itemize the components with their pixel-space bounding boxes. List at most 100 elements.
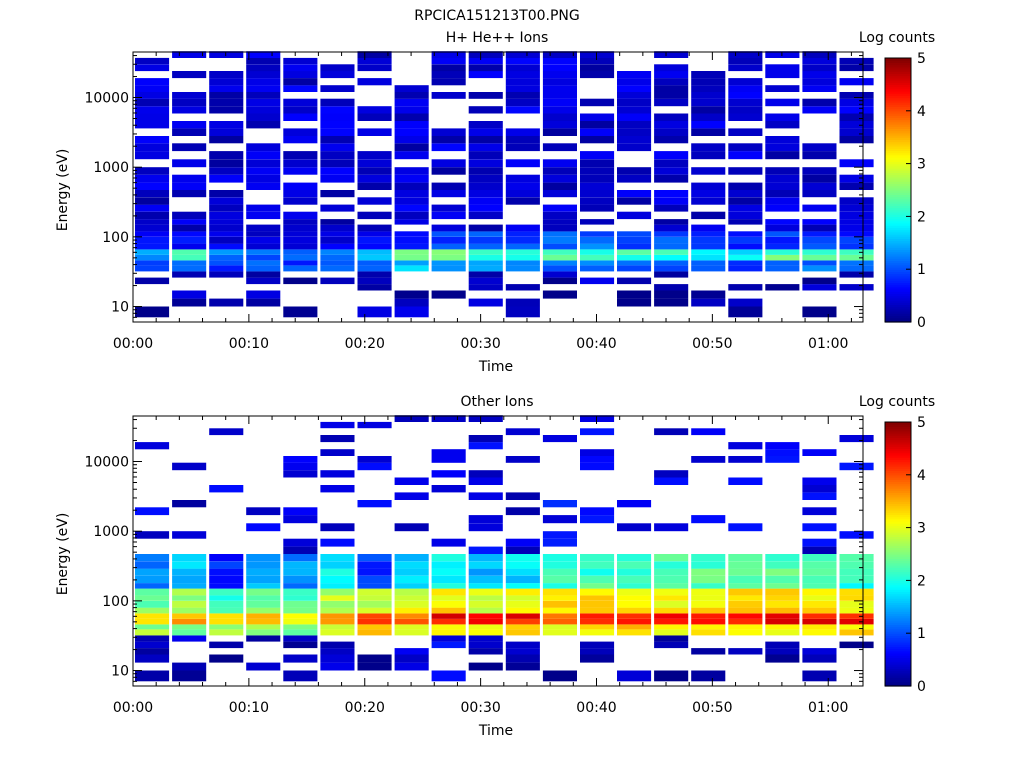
colorbar-step <box>885 82 911 85</box>
heatmap-cell <box>654 204 689 212</box>
heatmap-cell <box>246 71 281 79</box>
heatmap-cell <box>431 204 466 212</box>
x-tick-label: 00:30 <box>460 336 500 352</box>
heatmap-cell <box>802 492 837 500</box>
colorbar-frame <box>884 57 912 323</box>
colorbar-step <box>885 514 911 518</box>
colorbar-tick-label: 3 <box>917 157 926 173</box>
heatmap-cell <box>542 613 577 619</box>
panel-other-ions: Other Ions Log counts Energy (eV) Time 0… <box>55 394 935 739</box>
colorbar-step <box>885 626 911 630</box>
heatmap-cell <box>654 197 689 205</box>
colorbar-step <box>885 468 911 471</box>
heatmap-cell <box>357 575 392 584</box>
colorbar-step <box>885 474 911 478</box>
heatmap-cell <box>468 277 503 285</box>
colorbar-step <box>885 613 911 617</box>
colorbar-step <box>885 251 911 255</box>
heatmap-cell <box>357 249 392 255</box>
heatmap-cell <box>209 151 244 160</box>
heatmap-cell <box>654 619 689 625</box>
heatmap-cell <box>580 174 615 183</box>
colorbar-step <box>885 648 911 652</box>
heatmap-cell <box>802 607 837 614</box>
heatmap-cell <box>357 595 392 601</box>
colorbar-tick-label: 0 <box>917 315 926 331</box>
heatmap-cell <box>580 265 615 272</box>
heatmap-cell <box>839 243 874 250</box>
colorbar-tick-label: 1 <box>917 262 926 278</box>
heatmap-cell <box>728 554 763 562</box>
heatmap-cell <box>542 128 577 136</box>
heatmap-cell <box>617 500 652 508</box>
heatmap-cell <box>172 500 207 508</box>
heatmap-cell <box>580 113 615 121</box>
heatmap-cell <box>654 231 689 237</box>
colorbar-step <box>885 587 911 590</box>
heatmap-cell <box>209 243 244 250</box>
colorbar-step <box>885 422 911 425</box>
colorbar-step <box>885 609 911 612</box>
colorbar-step <box>885 485 911 489</box>
colorbar-step <box>885 578 911 581</box>
heatmap-cell <box>394 136 429 144</box>
heatmap-cell <box>617 260 652 266</box>
heatmap-cell <box>728 523 763 532</box>
colorbar-step <box>885 315 911 319</box>
colorbar-step <box>885 64 911 68</box>
heatmap-cell <box>765 136 800 144</box>
heatmap-cell <box>691 600 726 608</box>
heatmap-cell <box>505 174 540 183</box>
heatmap-cell <box>468 182 503 190</box>
colorbar-step <box>885 154 911 158</box>
heatmap-cell <box>580 71 615 79</box>
heatmap-cell <box>431 588 466 596</box>
heatmap-cell <box>357 211 392 220</box>
heatmap-cell <box>691 588 726 596</box>
heatmap-cell <box>246 151 281 160</box>
colorbar-step <box>885 481 911 485</box>
colorbar-step <box>885 488 911 491</box>
heatmap-cell <box>320 255 355 261</box>
heatmap-cell <box>172 531 207 539</box>
panel-h-he-ions: H+ He++ Ions Log counts Energy (eV) Time… <box>55 30 935 375</box>
heatmap-cell <box>172 98 207 107</box>
heatmap-cell <box>283 219 318 225</box>
colorbar-step <box>885 236 911 239</box>
heatmap-cell <box>135 151 170 160</box>
heatmap-cell <box>320 249 355 255</box>
colorbar-step <box>885 157 911 160</box>
heatmap-cell <box>431 290 466 299</box>
heatmap-cell <box>654 255 689 261</box>
colorbar-step <box>885 606 911 610</box>
colorbar-step <box>885 494 911 498</box>
heatmap-cell <box>580 197 615 205</box>
heatmap-cell <box>209 121 244 129</box>
heatmap-cell <box>394 211 429 220</box>
heatmap-cell <box>431 641 466 649</box>
heatmap-cell <box>468 298 503 307</box>
heatmap-cell <box>802 71 837 79</box>
heatmap-cell <box>283 167 318 175</box>
heatmap-cell <box>283 190 318 198</box>
heatmap-cell <box>246 260 281 266</box>
colorbar-step <box>885 591 911 595</box>
heatmap-cell <box>617 624 652 630</box>
heatmap-cell <box>135 174 170 183</box>
panel-2-ylabel: Energy (eV) <box>55 513 71 596</box>
heatmap-cell <box>172 568 207 576</box>
heatmap-cell <box>320 174 355 183</box>
heatmap-cell <box>765 231 800 237</box>
heatmap-cell <box>283 159 318 168</box>
heatmap-cell <box>839 78 874 86</box>
heatmap-cell <box>542 249 577 255</box>
heatmap-cell <box>357 456 392 463</box>
heatmap-cell <box>320 435 355 443</box>
heatmap-cell <box>654 624 689 630</box>
heatmap-cell <box>468 662 503 671</box>
heatmap-cell <box>135 204 170 212</box>
colorbar-step <box>885 313 911 316</box>
heatmap-cell <box>135 588 170 596</box>
heatmap-cell <box>172 71 207 79</box>
heatmap-cell <box>320 224 355 232</box>
